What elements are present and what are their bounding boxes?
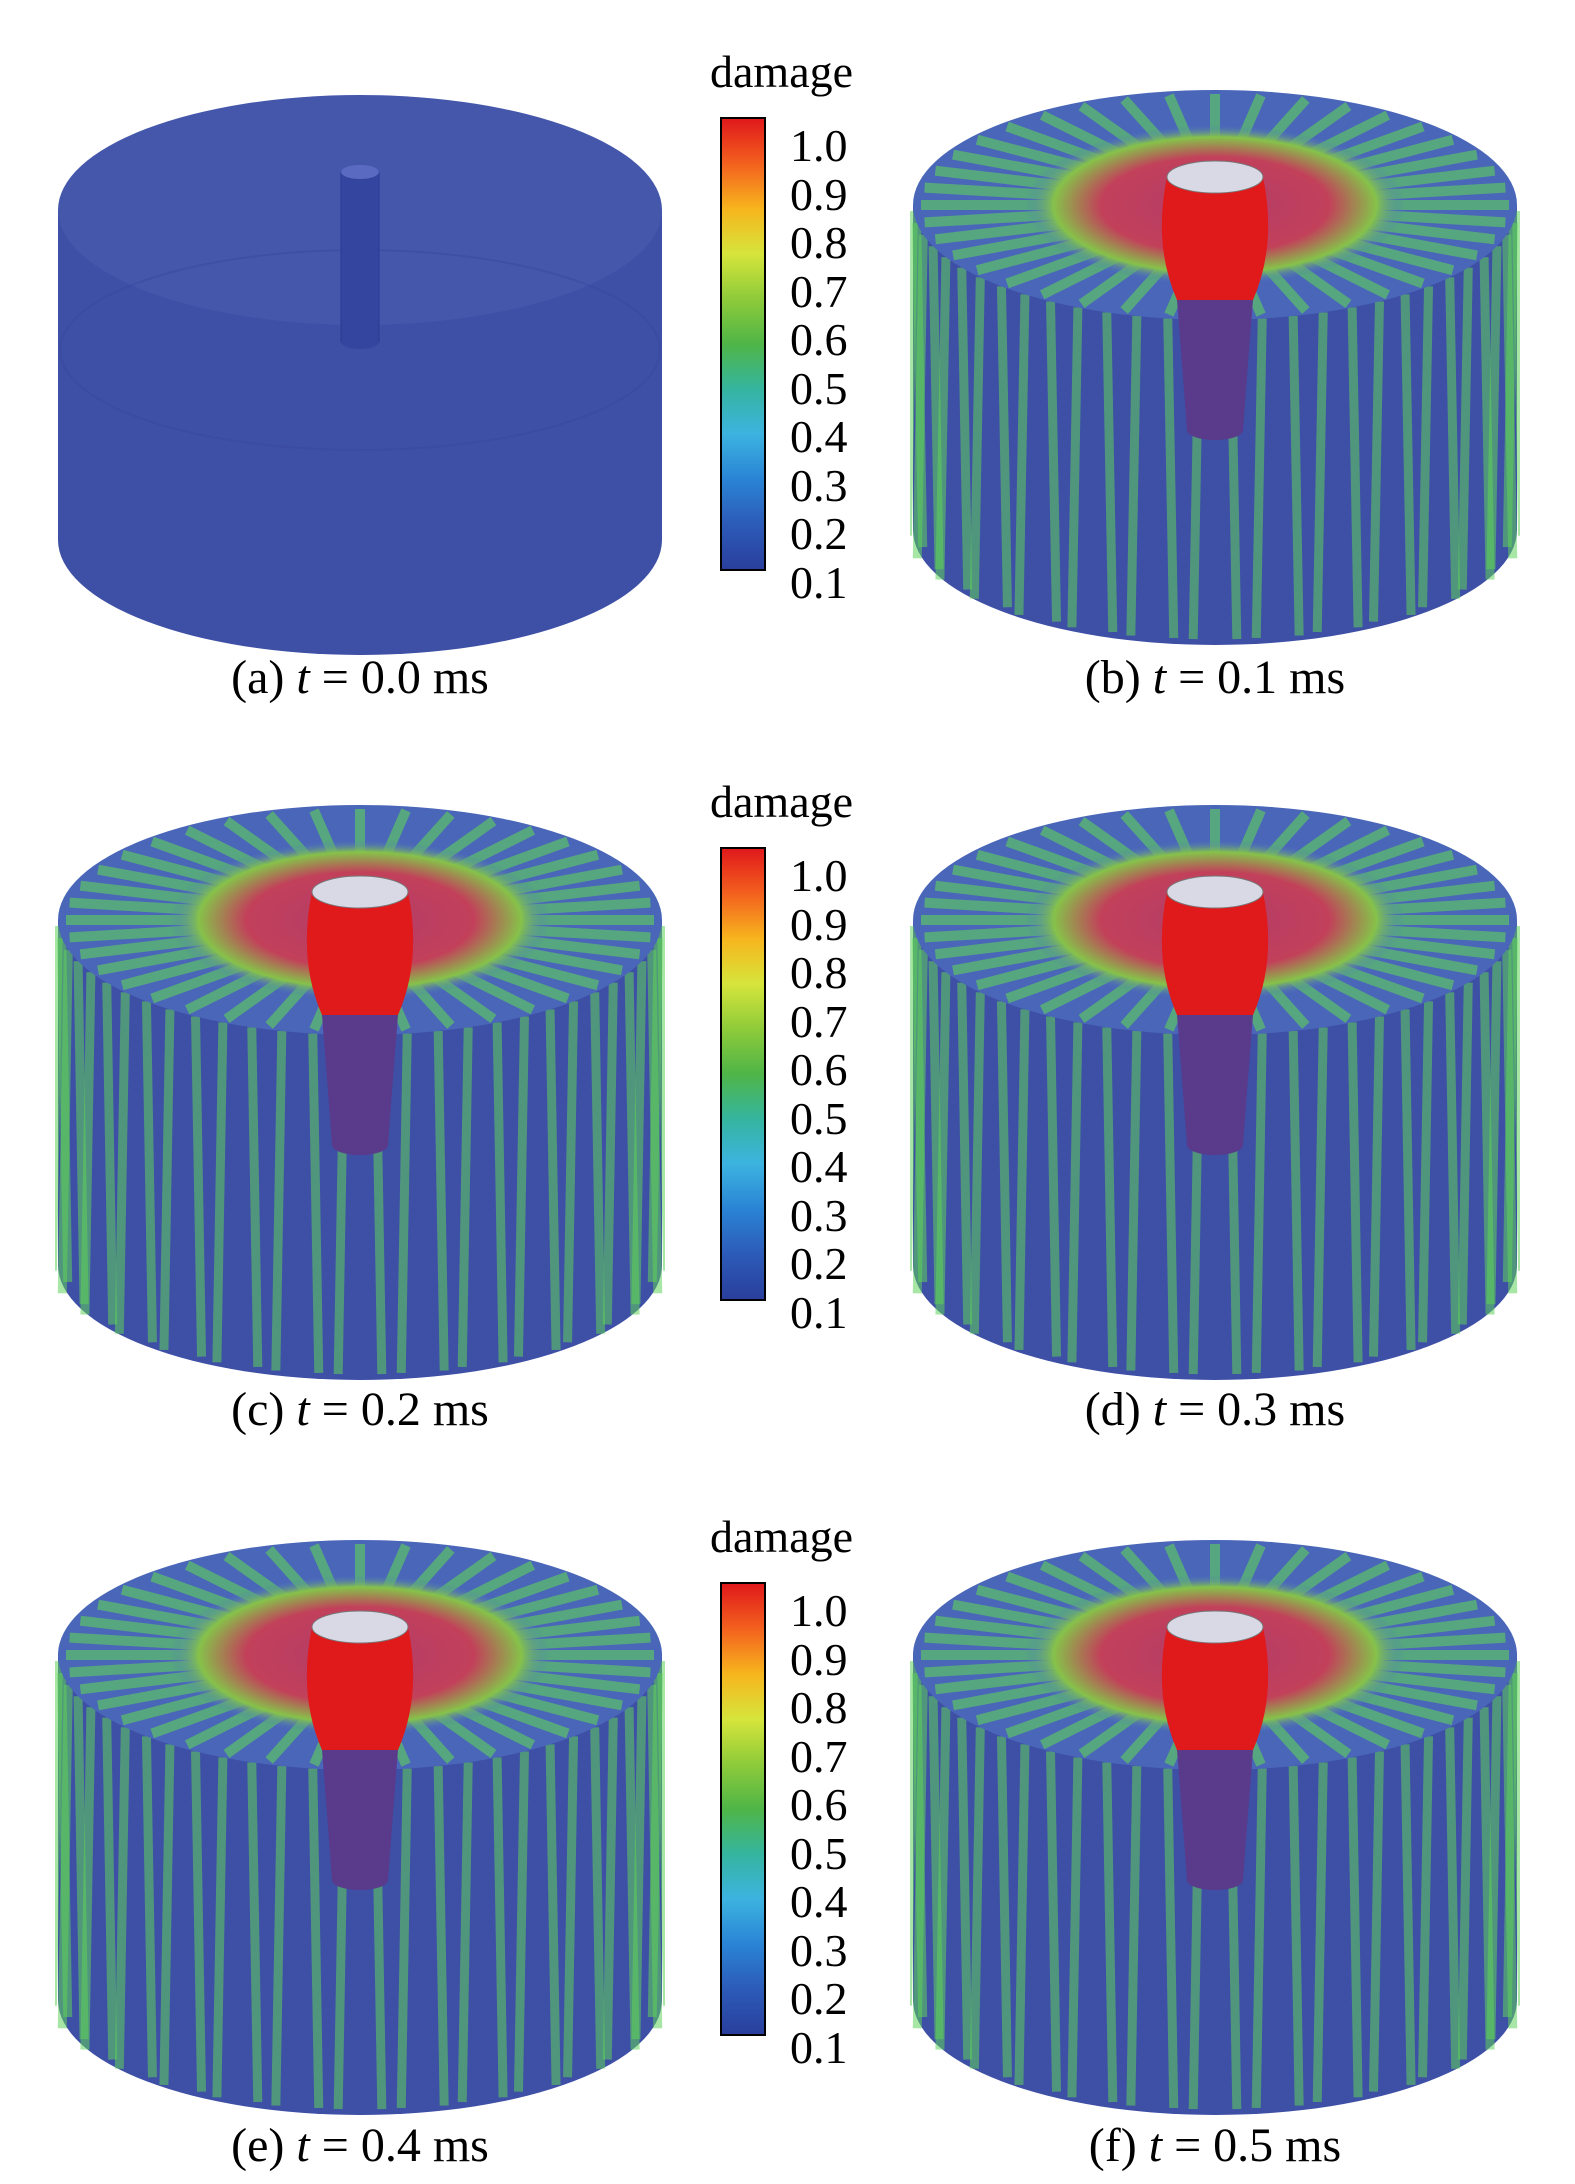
legend-title: damage bbox=[710, 776, 854, 827]
caption-variable: t bbox=[296, 2119, 310, 2172]
legend-tick-label: 0.1 bbox=[790, 556, 848, 608]
damage-legend-3: damage 1.0 0.9 0.8 0.7 0.6 0.5 0.4 0.3 0.2 0.1 bbox=[710, 1510, 930, 2070]
damage-legend-2: damage 1.0 0.9 0.8 0.7 0.6 0.5 0.4 0.3 0.2 0.1 bbox=[710, 775, 930, 1335]
legend-tick-label: 0.9 bbox=[790, 1633, 848, 1685]
legend-tick-label: 0.3 bbox=[790, 1924, 848, 1976]
legend-tick-label: 1.0 bbox=[790, 850, 848, 901]
colorbar bbox=[720, 847, 766, 1301]
cylinder-damaged bbox=[55, 805, 665, 1380]
legend-tick-label: 0.9 bbox=[790, 898, 848, 950]
damage-legend-1: damage 1.0 0.9 0.8 0.7 0.6 0.5 0.4 0.3 0.2 0.1 bbox=[710, 45, 930, 605]
colorbar bbox=[720, 117, 766, 571]
caption-d: (d) t = 0.3 ms bbox=[910, 1382, 1520, 1437]
legend-tick-label: 0.5 bbox=[790, 1092, 848, 1144]
panel-e bbox=[55, 1490, 665, 2130]
legend-tick-label: 0.2 bbox=[790, 1973, 848, 2024]
legend-tick-label: 0.3 bbox=[790, 459, 848, 511]
caption-e: (e) t = 0.4 ms bbox=[55, 2118, 665, 2173]
legend-tick-label: 0.2 bbox=[790, 1238, 848, 1289]
legend-tick-label: 0.7 bbox=[790, 265, 848, 317]
legend-tick-label: 0.6 bbox=[790, 1044, 848, 1095]
legend-tick-label: 0.9 bbox=[790, 168, 848, 220]
panel-c bbox=[55, 755, 665, 1395]
cylinder-undamaged bbox=[58, 95, 662, 655]
legend-tick-label: 1.0 bbox=[790, 120, 848, 171]
legend-tick-label: 0.7 bbox=[790, 1730, 848, 1782]
caption-variable: t bbox=[296, 651, 310, 704]
panel-d bbox=[910, 755, 1520, 1395]
legend-tick-label: 0.4 bbox=[790, 1876, 848, 1927]
legend-title: damage bbox=[710, 46, 854, 97]
panel-a bbox=[55, 40, 665, 660]
caption-label: (e) bbox=[231, 2119, 285, 2172]
caption-label: (f) bbox=[1088, 2119, 1137, 2172]
caption-value: = 0.4 ms bbox=[321, 2119, 489, 2172]
caption-f: (f) t = 0.5 ms bbox=[910, 2118, 1520, 2173]
caption-value: = 0.1 ms bbox=[1178, 651, 1346, 704]
legend-tick-label: 0.8 bbox=[790, 947, 848, 998]
cylinder-damaged bbox=[910, 1540, 1520, 2115]
caption-label: (c) bbox=[231, 1383, 285, 1436]
caption-a: (a) t = 0.0 ms bbox=[55, 650, 665, 705]
caption-label: (a) bbox=[231, 651, 285, 704]
colorbar bbox=[720, 1582, 766, 2036]
legend-tick-label: 0.4 bbox=[790, 411, 848, 462]
legend-tick-label: 0.1 bbox=[790, 2021, 848, 2073]
caption-b: (b) t = 0.1 ms bbox=[910, 650, 1520, 705]
legend-tick-label: 1.0 bbox=[790, 1585, 848, 1636]
legend-tick-label: 0.8 bbox=[790, 217, 848, 268]
caption-label: (b) bbox=[1084, 651, 1141, 704]
caption-variable: t bbox=[296, 1383, 310, 1436]
panel-b bbox=[910, 40, 1520, 660]
legend-tick-label: 0.1 bbox=[790, 1286, 848, 1338]
caption-value: = 0.2 ms bbox=[321, 1383, 489, 1436]
legend-tick-label: 0.5 bbox=[790, 362, 848, 414]
caption-value: = 0.3 ms bbox=[1178, 1383, 1346, 1436]
caption-variable: t bbox=[1152, 1383, 1167, 1436]
legend-tick-label: 0.6 bbox=[790, 314, 848, 365]
caption-value: = 0.5 ms bbox=[1174, 2119, 1342, 2172]
caption-variable: t bbox=[1148, 2119, 1163, 2172]
legend-tick-label: 0.8 bbox=[790, 1682, 848, 1733]
legend-tick-label: 0.5 bbox=[790, 1827, 848, 1879]
caption-value: = 0.0 ms bbox=[321, 651, 489, 704]
cylinder-damaged bbox=[910, 90, 1520, 645]
caption-c: (c) t = 0.2 ms bbox=[55, 1382, 665, 1437]
legend-tick-label: 0.7 bbox=[790, 995, 848, 1047]
cylinder-damaged bbox=[910, 805, 1520, 1380]
legend-tick-label: 0.3 bbox=[790, 1189, 848, 1241]
legend-tick-label: 0.6 bbox=[790, 1779, 848, 1830]
caption-variable: t bbox=[1152, 651, 1167, 704]
legend-tick-label: 0.2 bbox=[790, 508, 848, 559]
caption-label: (d) bbox=[1084, 1383, 1141, 1436]
legend-title: damage bbox=[710, 1511, 854, 1562]
panel-f bbox=[910, 1490, 1520, 2130]
legend-tick-label: 0.4 bbox=[790, 1141, 848, 1192]
cylinder-damaged bbox=[55, 1540, 665, 2115]
